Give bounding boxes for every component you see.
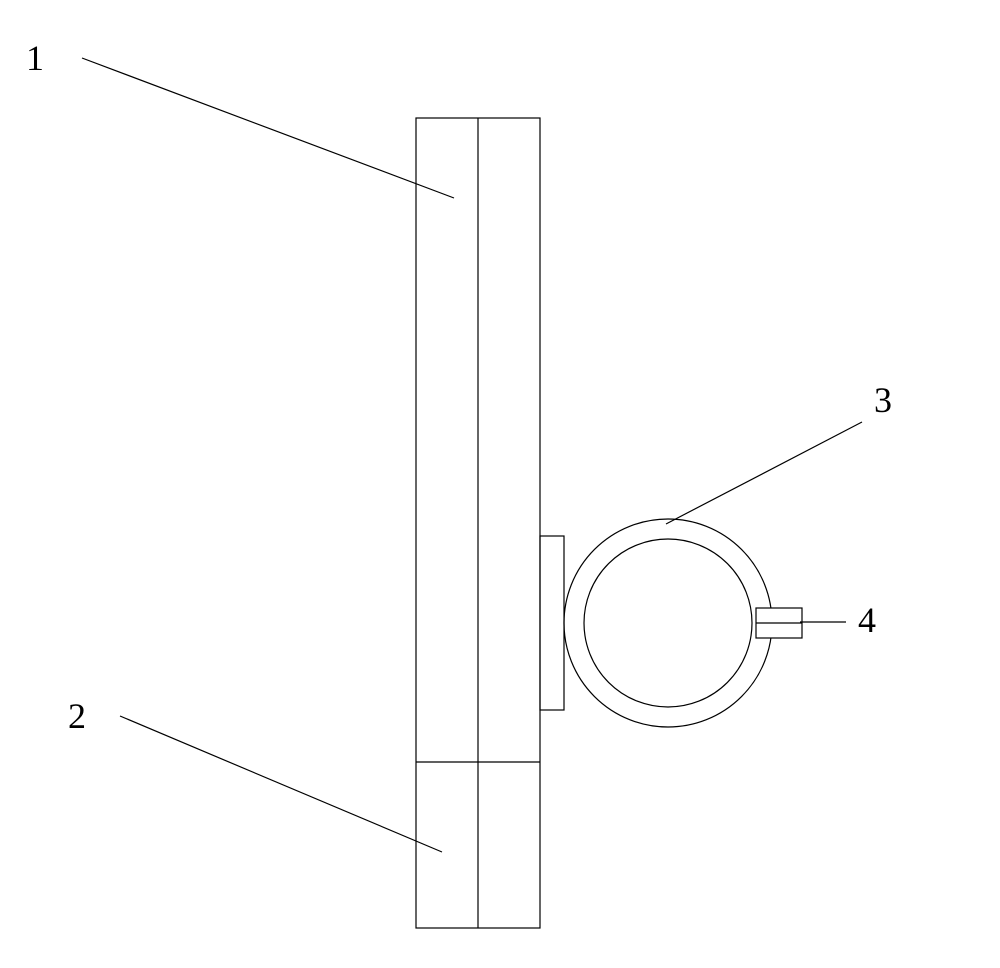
callout-label-1: 1 [26, 38, 44, 78]
ring-outer [564, 519, 772, 727]
callout-line-3 [666, 422, 862, 524]
callout-line-1 [82, 58, 454, 198]
bracket [540, 536, 564, 710]
callout-label-3: 3 [874, 380, 892, 420]
callout-label-4: 4 [858, 600, 876, 640]
ring-inner [584, 539, 752, 707]
callout-label-2: 2 [68, 696, 86, 736]
callout-line-2 [120, 716, 442, 852]
